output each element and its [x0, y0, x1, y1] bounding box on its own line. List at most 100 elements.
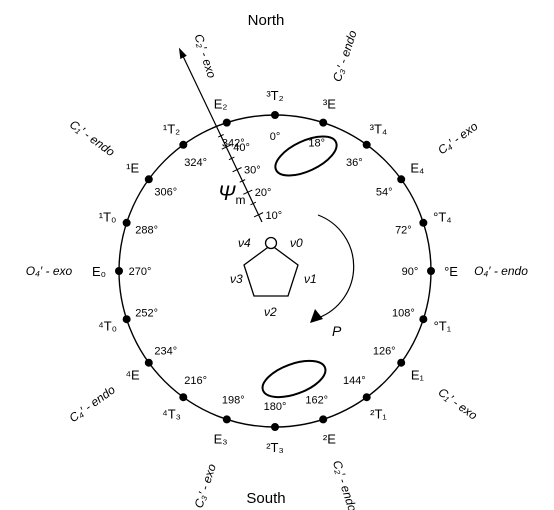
angle-label: 270°: [129, 266, 152, 278]
conformer-label: ³T₄: [370, 122, 388, 137]
wheel-dot: [115, 267, 123, 275]
wheel-dot: [419, 218, 428, 227]
angle-label: 306°: [154, 187, 177, 199]
axis-tick: [253, 212, 264, 218]
conformer-label: °T₄: [433, 210, 451, 225]
phase-label: P: [332, 323, 342, 339]
angle-label: 108°: [392, 308, 415, 320]
wheel-dot: [271, 423, 279, 431]
axis-tick-label: 40°: [233, 142, 250, 154]
angle-label: 144°: [343, 375, 366, 387]
wheel-dot: [122, 315, 131, 324]
axis-tick: [228, 156, 235, 161]
ring-label-v0: ν0: [290, 236, 303, 250]
axis-tick: [217, 134, 224, 138]
pucker-label: C₂′ - endo: [330, 459, 360, 510]
pucker-label: C₃′ - exo: [192, 462, 220, 510]
wheel-dot: [179, 393, 188, 402]
conformer-label: E₂: [214, 97, 228, 112]
angle-label: 342°: [222, 138, 245, 150]
conformer-label: ⁴T₃: [162, 406, 181, 421]
angle-label: 0°: [270, 131, 281, 143]
axis-tick: [250, 201, 257, 206]
axis-tick-label: 30°: [244, 165, 261, 177]
pucker-label: O₄′ - endo: [474, 264, 528, 278]
wheel-dot: [271, 111, 279, 119]
north-ellipse: [274, 135, 338, 177]
north-label: North: [248, 12, 285, 29]
conformer-label: ²E: [323, 431, 336, 446]
wheel-circle: [118, 114, 432, 428]
phase-arc: [317, 214, 355, 319]
wheel-dot: [179, 140, 188, 149]
axis-tick: [243, 189, 253, 195]
angle-label: 90°: [402, 266, 419, 278]
axis-tick-label: 10°: [266, 210, 283, 222]
psi-axis-ticks: 10° 20° 30° 40°: [217, 134, 283, 222]
angle-label: 252°: [135, 308, 158, 320]
angle-label: 72°: [395, 224, 412, 236]
angle-label: 54°: [376, 187, 393, 199]
wheel-dot: [319, 415, 328, 424]
pucker-label: C₁′ - exo: [436, 385, 481, 423]
furanose-ring: [243, 244, 299, 297]
wheel-marks: 0° ³T₂ 18° ³E 36° ³T₄ 54° E₄ 72° °T₄ 90° °E 108° °T₁ 1…: [92, 88, 458, 455]
psi-axis-arrow: [178, 47, 263, 223]
angle-label: 198°: [222, 394, 245, 406]
wheel-dot: [362, 393, 371, 402]
conformer-label: ³E: [323, 97, 336, 112]
conformer-label: ¹T₂: [163, 122, 180, 137]
psi-m-label: Ψm: [218, 182, 245, 207]
conformer-label: ²T₁: [370, 406, 387, 421]
axis-tick: [239, 179, 246, 183]
ring-label-v1: ν1: [304, 272, 317, 286]
angle-label: 324°: [184, 157, 207, 169]
angle-label: 18°: [308, 138, 325, 150]
angle-label: 234°: [154, 345, 177, 357]
ring-label-v2: ν2: [264, 305, 277, 319]
angle-label: 216°: [184, 375, 207, 387]
south-ellipse: [261, 359, 327, 399]
wheel-dot: [419, 315, 428, 324]
wheel-dot: [144, 358, 153, 367]
wheel-dot: [319, 118, 328, 127]
pucker-label: C₁′ - endo: [67, 117, 118, 159]
angle-label: 288°: [135, 224, 158, 236]
wheel-dot: [397, 358, 406, 367]
wheel-dot: [222, 415, 231, 424]
conformer-label: ⁴E: [125, 367, 140, 382]
conformer-label: °E: [444, 264, 458, 279]
pucker-label: C₄′ - exo: [435, 119, 480, 157]
conformer-label: °T₁: [434, 318, 452, 333]
angle-label: 180°: [264, 401, 287, 413]
wheel-dot: [397, 175, 406, 184]
ring-label-v3: ν3: [230, 272, 243, 286]
conformer-label: ⁴T₀: [98, 318, 117, 333]
phase-arrowhead: [310, 309, 323, 323]
angle-label: 36°: [346, 157, 363, 169]
wheel-dot: [144, 175, 153, 184]
ring-label-v4: ν4: [238, 236, 251, 250]
wheel-dot: [427, 267, 435, 275]
conformer-label: E₀: [92, 264, 106, 279]
conformer-label: E₃: [214, 431, 228, 446]
pucker-label: C₄′ - endo: [67, 382, 118, 425]
ring-oxygen: [264, 236, 278, 250]
pucker-label: O₄′ - exo: [26, 264, 73, 278]
conformer-label: E₁: [411, 367, 425, 382]
pucker-label: C₃′ - endo: [330, 28, 360, 83]
axis-tick-label: 20°: [255, 187, 272, 199]
wheel-dot: [222, 118, 231, 127]
angle-label: 162°: [305, 394, 328, 406]
wheel-dot: [122, 218, 131, 227]
axis-tick: [221, 144, 232, 150]
angle-label: 126°: [373, 345, 396, 357]
conformer-label: ¹T₀: [99, 210, 117, 225]
pucker-label: C₂′ - exo: [192, 32, 219, 80]
axis-tick: [232, 167, 242, 173]
conformer-label: ³T₂: [266, 88, 283, 103]
conformer-label: E₄: [410, 161, 424, 176]
conformer-label: ²T₃: [266, 440, 284, 455]
conformer-label: ¹E: [126, 161, 139, 176]
